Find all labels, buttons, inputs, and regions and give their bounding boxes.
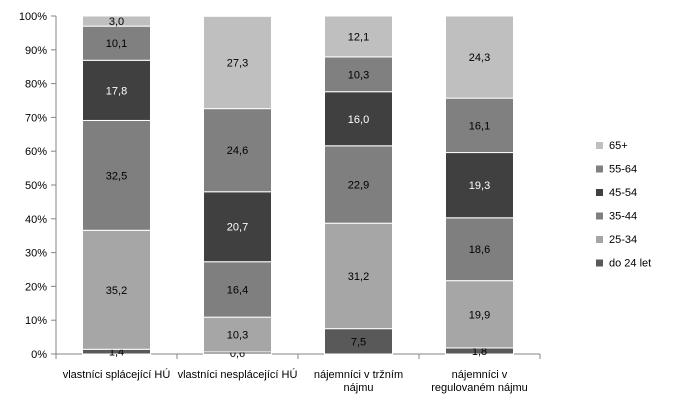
bar-segment bbox=[203, 108, 272, 193]
data-label: 22,9 bbox=[348, 179, 369, 191]
legend-swatch bbox=[596, 165, 603, 173]
data-label: 7,5 bbox=[351, 336, 366, 348]
bar-segment bbox=[203, 15, 272, 110]
x-category-label: nájemníci v tržním bbox=[314, 369, 403, 381]
legend-swatch bbox=[596, 189, 603, 196]
y-tick-label: 70% bbox=[25, 112, 47, 124]
bar-segment bbox=[203, 261, 272, 318]
data-label: 24,6 bbox=[227, 145, 248, 157]
legend-swatch bbox=[596, 259, 603, 267]
y-tick-label: 100% bbox=[19, 11, 47, 23]
bar-segment bbox=[82, 59, 151, 121]
data-label: 20,7 bbox=[227, 222, 248, 234]
bar-segment bbox=[324, 328, 393, 355]
data-label: 16,4 bbox=[227, 284, 248, 296]
y-tick-label: 30% bbox=[25, 248, 47, 260]
legend-swatch bbox=[596, 236, 603, 243]
data-label: 10,1 bbox=[106, 38, 127, 50]
data-label: 31,2 bbox=[348, 271, 369, 283]
data-label: 10,3 bbox=[348, 69, 369, 81]
y-tick-label: 40% bbox=[25, 214, 47, 226]
y-tick-label: 50% bbox=[25, 180, 47, 192]
data-label: 1,8 bbox=[472, 346, 487, 358]
data-label: 32,5 bbox=[106, 170, 127, 182]
bar-segment bbox=[324, 145, 393, 224]
bar-segment bbox=[445, 97, 514, 154]
bar-segment bbox=[324, 56, 393, 93]
data-label: 12,1 bbox=[348, 31, 369, 43]
bar-segment bbox=[324, 91, 393, 147]
data-label: 27,3 bbox=[227, 57, 248, 69]
y-tick-label: 0% bbox=[31, 349, 47, 361]
bar-segment bbox=[82, 229, 151, 350]
bar-segment bbox=[445, 152, 514, 219]
bar-segment bbox=[324, 15, 393, 58]
bar-segment bbox=[203, 316, 272, 353]
y-tick-label: 80% bbox=[25, 79, 47, 91]
x-category-label: regulovaném nájmu bbox=[431, 382, 528, 394]
legend-item-label: 25-34 bbox=[609, 234, 637, 246]
legend-item-label: 55-64 bbox=[609, 164, 637, 176]
y-tick-label: 60% bbox=[25, 146, 47, 158]
data-label: 16,1 bbox=[469, 120, 490, 132]
data-label: 18,6 bbox=[469, 244, 490, 256]
legend-item-label: 35-44 bbox=[609, 211, 637, 223]
data-label: 35,2 bbox=[106, 285, 127, 297]
bar-segment bbox=[82, 119, 151, 231]
data-label: 10,3 bbox=[227, 330, 248, 342]
data-label: 3,0 bbox=[109, 16, 124, 28]
legend-item-label: 65+ bbox=[609, 140, 628, 152]
data-label: 17,8 bbox=[106, 85, 127, 97]
legend-item-label: 45-54 bbox=[609, 187, 637, 199]
y-tick-label: 20% bbox=[25, 281, 47, 293]
x-category-label: vlastníci nesplácející HÚ bbox=[178, 368, 298, 381]
data-label: 24,3 bbox=[469, 52, 490, 64]
legend-item-label: do 24 let bbox=[609, 258, 651, 270]
y-tick-label: 90% bbox=[25, 45, 47, 57]
y-tick-label: 10% bbox=[25, 315, 47, 327]
x-category-label: nájemníci v bbox=[452, 369, 508, 381]
legend-swatch bbox=[596, 142, 603, 149]
data-label: 16,0 bbox=[348, 114, 369, 126]
bar-segment bbox=[445, 15, 514, 99]
bar-segment bbox=[324, 222, 393, 330]
x-category-label: vlastníci splácející HÚ bbox=[63, 368, 171, 381]
legend-swatch bbox=[596, 212, 603, 220]
bar-segment bbox=[82, 25, 151, 61]
x-category-label: nájmu bbox=[344, 382, 374, 394]
data-label: 19,3 bbox=[469, 180, 490, 192]
bar-segment bbox=[445, 280, 514, 349]
bar-segment bbox=[82, 15, 151, 27]
data-label: 19,9 bbox=[469, 309, 490, 321]
